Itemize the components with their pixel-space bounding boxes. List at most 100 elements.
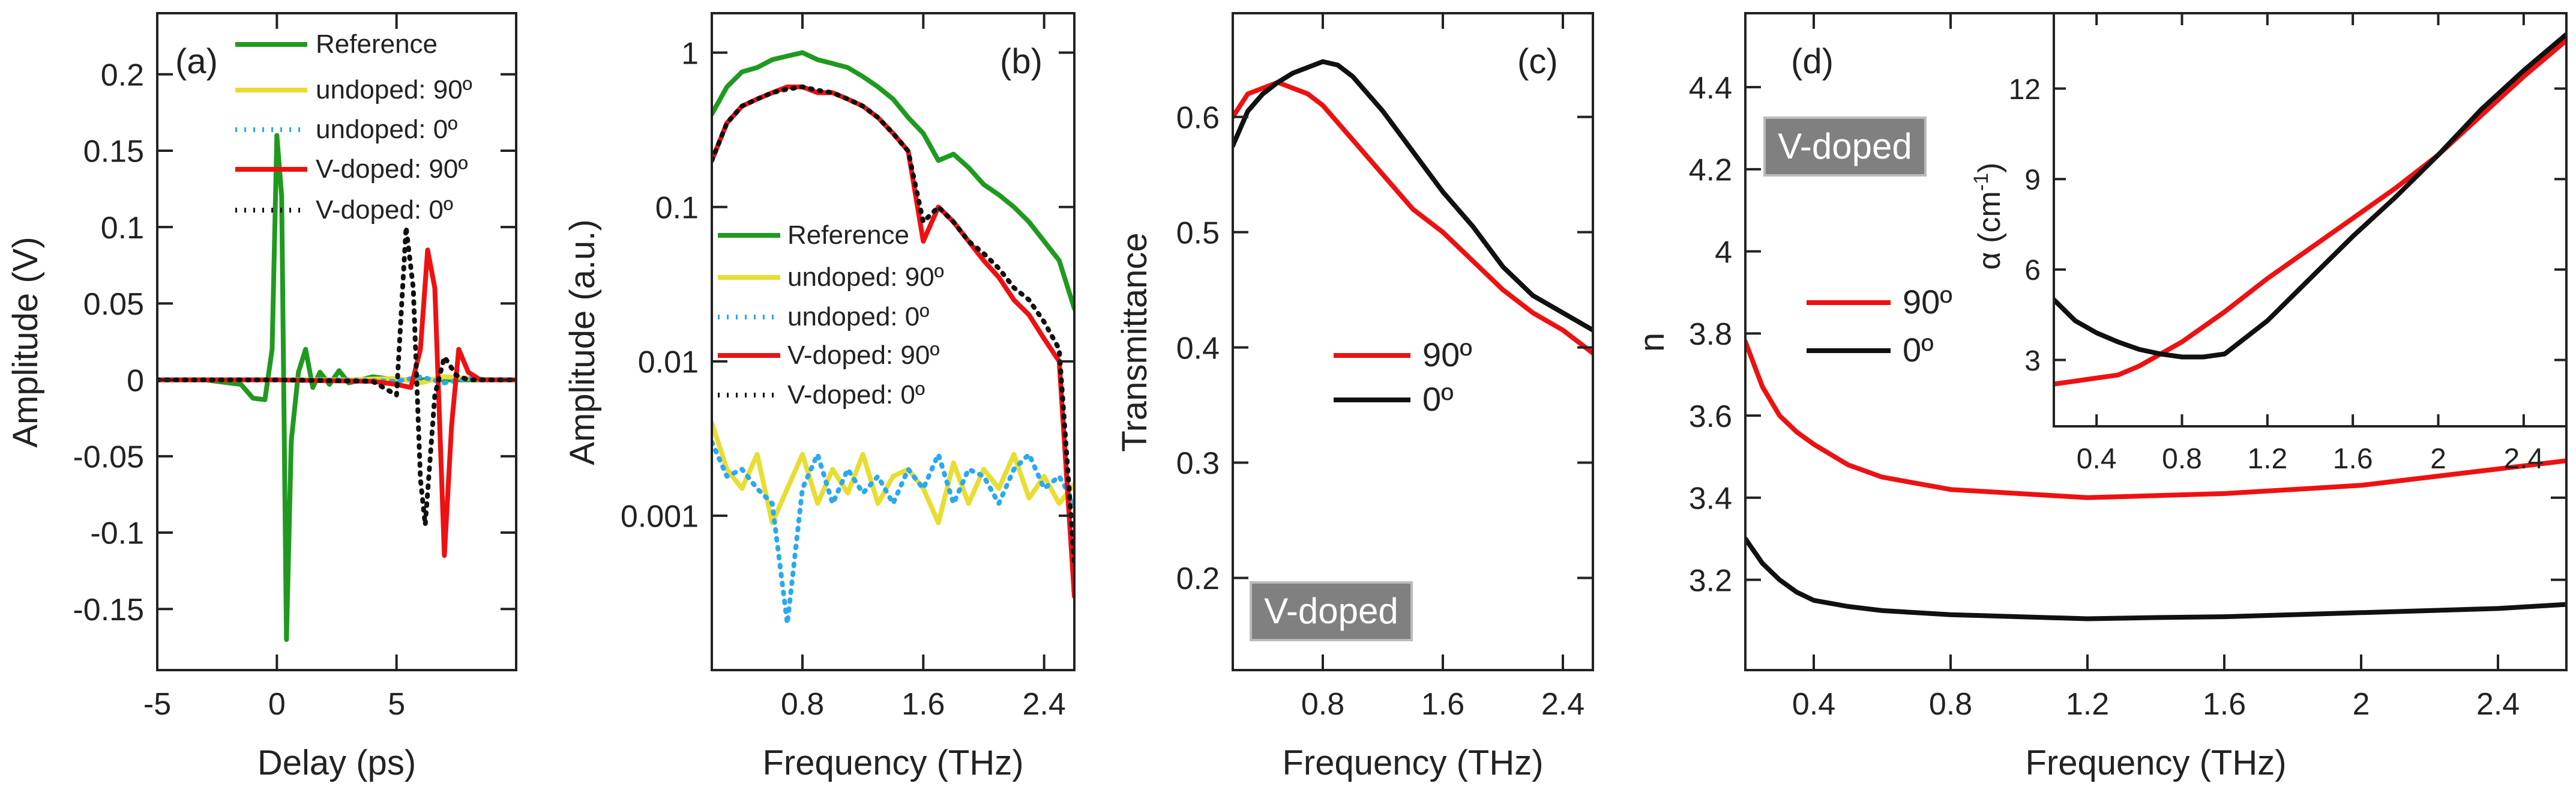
inset-ylabel-sup: -1 <box>1970 173 1993 191</box>
y-tick-label: 3.4 <box>1689 482 1732 516</box>
y-tick-label: 1 <box>681 36 699 71</box>
y-tick-label: 3.6 <box>1689 399 1732 434</box>
y-tick-label: 4.2 <box>1689 153 1732 188</box>
x-tick-label: 0.4 <box>1792 687 1835 722</box>
panel-d-label: (d) <box>1791 42 1834 81</box>
y-tick-label: 0.5 <box>1176 216 1220 250</box>
y-tick-label: 0.2 <box>1176 561 1220 596</box>
legend-label: V-doped: 90º <box>787 340 939 370</box>
series-undoped-0 <box>712 440 1074 626</box>
x-tick-label: 2 <box>2430 443 2446 475</box>
x-tick-label: 2.4 <box>2476 687 2520 722</box>
legend-label: V-doped: 0º <box>316 195 453 225</box>
series-v-doped-90 <box>157 247 516 558</box>
y-tick-label: 3.2 <box>1689 563 1732 598</box>
panel-b-frame <box>711 12 1076 671</box>
panel-c: 0.8 1.6 2.4 0.2 0.3 0.4 0.5 0.6 (c) Frequency (… <box>1115 12 1594 782</box>
y-tick-label: 0.3 <box>1176 446 1220 481</box>
y-tick-label: 9 <box>2024 164 2041 196</box>
panel-d-legend: 90º 0º <box>1807 283 1952 369</box>
panel-b-legend: Reference undoped: 90º undoped: 0º V-dop… <box>718 220 944 410</box>
legend-label: 90º <box>1903 283 1952 321</box>
legend-label: undoped: 90º <box>787 262 944 292</box>
x-tick-label: 0 <box>268 687 286 722</box>
series-v-doped-0 <box>712 84 1074 565</box>
inset-ylabel: α (cm-1) <box>1970 163 2007 270</box>
x-tick-label: 0.8 <box>781 687 824 722</box>
y-tick-label: 0.6 <box>1176 100 1220 135</box>
y-tick-label: 4 <box>1715 235 1732 270</box>
inset-background <box>2054 13 2566 426</box>
panel-d: 0.4 0.8 1.2 1.6 2 2.43.23.43.63.844.24.4 (d) … <box>1633 12 2568 782</box>
y-tick-label: -0.1 <box>90 516 144 551</box>
legend-label: 90º <box>1422 336 1472 373</box>
x-tick-label: -5 <box>143 687 171 722</box>
panel-c-vdoped-box: V-doped <box>1250 581 1413 641</box>
x-tick-label: 5 <box>388 687 405 722</box>
panel-b: 0.8 1.6 2.4 0.001 0.01 0.1 1 (b) Frequency (TH… <box>563 12 1076 782</box>
panel-d-xlabel: Frequency (THz) <box>2025 743 2286 782</box>
series-v-doped-0 <box>157 225 516 528</box>
panel-a-legend: Reference undoped: 90º undoped: 0º V-dop… <box>235 29 472 225</box>
y-tick-label: 6 <box>2024 255 2041 286</box>
series-90 <box>1745 339 2566 500</box>
y-tick-label: 0.1 <box>655 190 699 225</box>
y-tick-label: 0.001 <box>621 500 699 534</box>
y-tick-label: 0.1 <box>101 211 144 246</box>
series-90 <box>1233 80 1593 356</box>
series-undoped-90 <box>712 420 1074 525</box>
legend-label: 0º <box>1422 380 1454 418</box>
series-0 <box>2054 32 2566 360</box>
box-text: V-doped <box>1778 126 1912 166</box>
x-tick-label: 1.2 <box>2247 443 2287 475</box>
panel-a-label: (a) <box>175 42 218 81</box>
panel-c-legend: 90º 0º <box>1334 336 1472 418</box>
y-tick-label: 0.15 <box>83 135 144 169</box>
y-tick-label: 4.4 <box>1689 71 1732 106</box>
legend-label: undoped: 90º <box>316 75 472 104</box>
panel-c-xlabel: Frequency (THz) <box>1282 743 1543 782</box>
legend-label: undoped: 0º <box>316 115 457 144</box>
inset-frame <box>2053 12 2568 428</box>
legend-label: Reference <box>316 29 438 59</box>
panel-b-ylabel: Amplitude (a.u.) <box>563 219 602 465</box>
panel-c-label: (c) <box>1517 42 1558 81</box>
panel-d-inset: 0.4 0.8 1.2 1.6 2 2.4 3 6 9 12 α (cm-1) <box>1970 12 2568 475</box>
box-text: V-doped <box>1264 591 1398 631</box>
y-tick-label: 0.4 <box>1176 331 1220 366</box>
panel-b-xlabel: Frequency (THz) <box>762 743 1023 782</box>
x-tick-label: 1.2 <box>2066 687 2109 722</box>
panel-b-label: (b) <box>1000 42 1043 81</box>
legend-label: undoped: 0º <box>787 302 929 331</box>
x-tick-label: 2.4 <box>1023 687 1066 722</box>
x-tick-label: 1.6 <box>2203 687 2246 722</box>
box-background <box>1250 581 1413 641</box>
inset-ylabel-close: ) <box>1972 163 2007 173</box>
y-tick-label: -0.05 <box>73 440 144 475</box>
legend-label: 0º <box>1903 331 1934 369</box>
x-tick-label: 2.4 <box>1541 687 1584 722</box>
y-tick-label: 0.05 <box>83 287 144 322</box>
y-tick-label: 0 <box>127 363 144 398</box>
y-tick-label: 0.01 <box>638 345 699 380</box>
y-tick-label: 3 <box>2024 345 2041 377</box>
panel-d-ylabel: n <box>1633 333 1672 352</box>
x-tick-label: 0.8 <box>2162 443 2202 475</box>
legend-label: V-doped: 90º <box>316 154 468 184</box>
x-tick-label: 1.6 <box>1421 687 1464 722</box>
series-reference <box>712 50 1074 311</box>
y-tick-label: 0.2 <box>101 58 144 92</box>
panel-a-ylabel: Amplitude (V) <box>6 237 45 447</box>
x-tick-label: 2 <box>2353 687 2370 722</box>
box-background <box>1763 116 1927 177</box>
y-tick-label: -0.15 <box>73 593 144 627</box>
x-tick-label: 0.4 <box>2077 443 2117 475</box>
inset-ylabel-main: α (cm <box>1972 191 2007 270</box>
x-tick-label: 2.4 <box>2503 443 2544 475</box>
series-v-doped-90 <box>712 84 1074 599</box>
series-0 <box>1233 59 1593 333</box>
panel-a-frame <box>156 12 517 671</box>
legend-label: Reference <box>787 220 909 250</box>
x-tick-label: 1.6 <box>2333 443 2373 475</box>
